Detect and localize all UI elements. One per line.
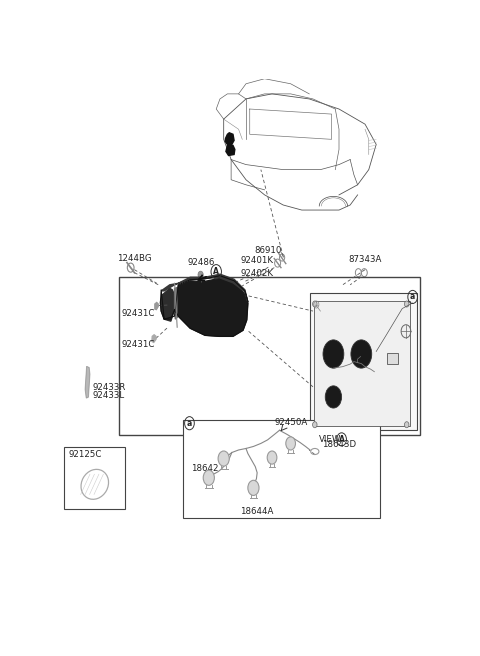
Polygon shape: [178, 278, 248, 337]
Text: 92433L: 92433L: [93, 391, 125, 400]
Text: 92125C: 92125C: [68, 450, 102, 459]
Polygon shape: [85, 367, 90, 398]
Bar: [119, 277, 420, 435]
Polygon shape: [155, 302, 158, 310]
Text: 92402K: 92402K: [240, 269, 274, 278]
Text: a: a: [410, 293, 415, 301]
Text: 18644A: 18644A: [240, 507, 274, 516]
Text: 92433R: 92433R: [93, 383, 126, 392]
Circle shape: [218, 451, 229, 466]
Text: 87343A: 87343A: [348, 255, 382, 264]
Circle shape: [405, 301, 409, 307]
Circle shape: [325, 386, 342, 408]
Circle shape: [405, 422, 409, 428]
Text: 86910: 86910: [254, 246, 282, 255]
Circle shape: [312, 422, 317, 428]
Bar: [64, 447, 125, 509]
Text: 92431C: 92431C: [121, 308, 155, 318]
Bar: [310, 293, 417, 430]
Text: A: A: [213, 267, 219, 276]
Bar: [183, 420, 380, 518]
Text: 92401K: 92401K: [240, 256, 274, 264]
Text: 18642: 18642: [192, 464, 219, 473]
Text: VIEW: VIEW: [319, 435, 341, 444]
Polygon shape: [175, 287, 178, 319]
Polygon shape: [226, 146, 235, 155]
Text: 92431C: 92431C: [121, 340, 155, 350]
Polygon shape: [225, 133, 234, 144]
Text: 92486: 92486: [188, 258, 215, 267]
Circle shape: [267, 451, 277, 464]
Circle shape: [286, 437, 296, 450]
Polygon shape: [161, 274, 248, 302]
Circle shape: [248, 480, 259, 495]
Circle shape: [351, 340, 372, 368]
Polygon shape: [152, 335, 156, 342]
Text: a: a: [187, 419, 192, 428]
Text: 1244BG: 1244BG: [117, 254, 152, 263]
Bar: [386, 353, 398, 364]
Polygon shape: [160, 289, 175, 321]
Text: A: A: [339, 435, 345, 444]
Text: 18643D: 18643D: [322, 440, 356, 449]
Circle shape: [203, 470, 215, 485]
Text: 92450A: 92450A: [275, 418, 308, 426]
Circle shape: [198, 271, 203, 278]
Circle shape: [312, 301, 317, 307]
Circle shape: [323, 340, 344, 368]
Bar: [314, 301, 410, 426]
